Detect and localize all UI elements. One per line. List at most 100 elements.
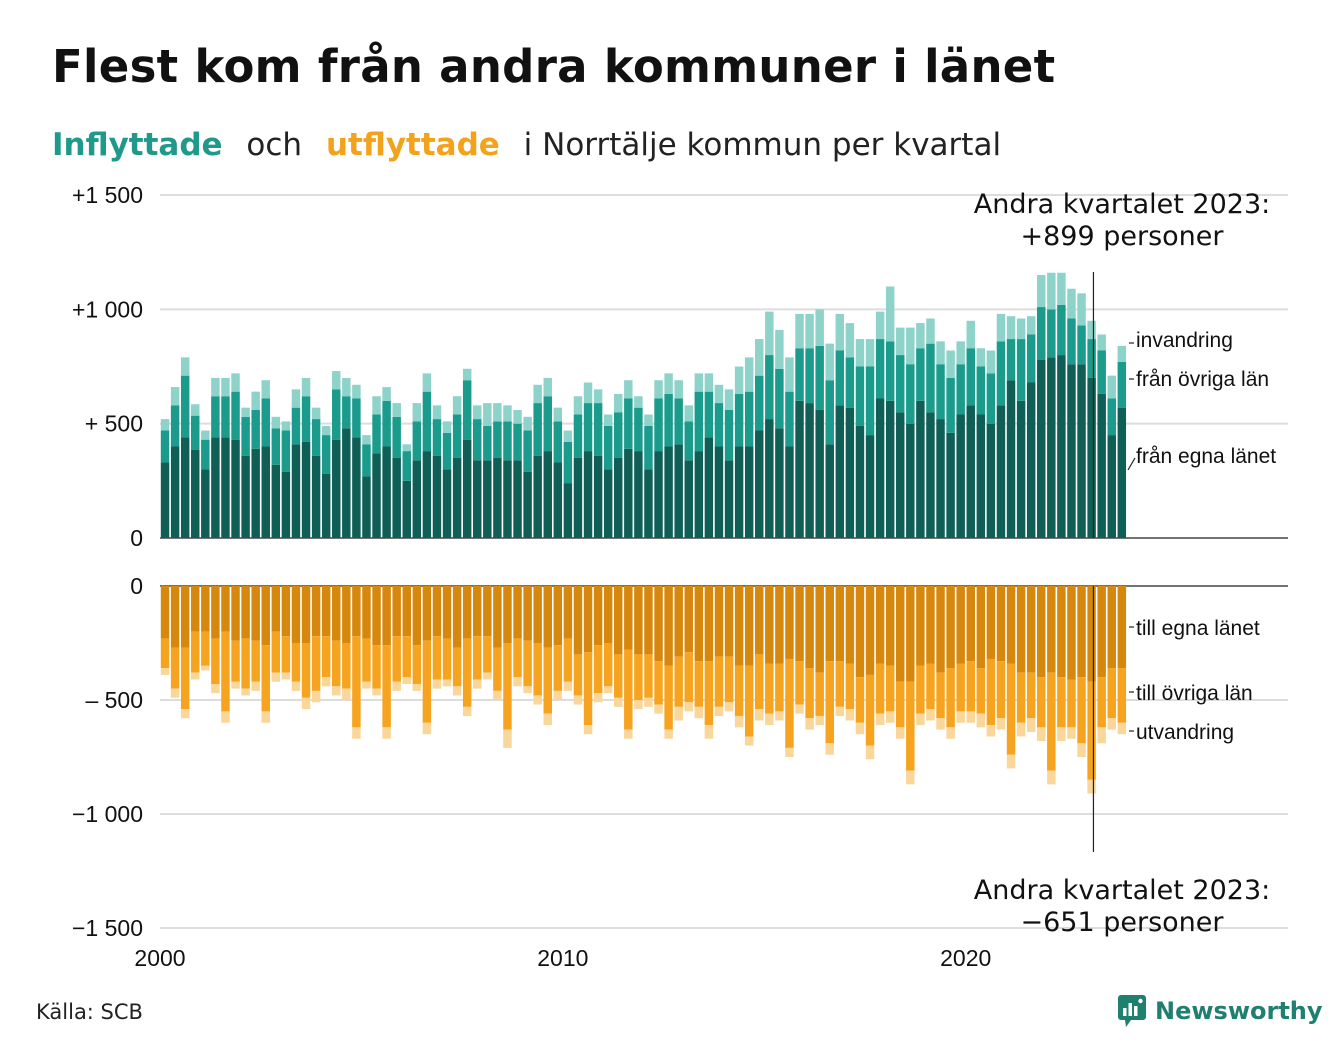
in-bar-från-egna-länet xyxy=(956,414,965,538)
in-bar-invandring xyxy=(724,389,734,410)
in-bar-invandring xyxy=(664,373,673,394)
in-bar-invandring xyxy=(191,404,200,416)
out-bar-till-egna-länet xyxy=(281,586,291,637)
in-bar-invandring xyxy=(865,339,875,367)
out-bar-till-övriga-län xyxy=(573,654,583,696)
out-bar-till-övriga-län xyxy=(644,654,653,698)
in-bar-från-egna-länet xyxy=(1097,393,1106,538)
out-bar-utvandring xyxy=(896,727,905,739)
out-bar-till-egna-länet xyxy=(160,586,170,639)
out-bar-utvandring xyxy=(442,679,452,687)
out-bar-utvandring xyxy=(201,665,210,671)
in-bar-från-övriga-län xyxy=(513,423,522,461)
in-bar-invandring xyxy=(1077,293,1086,326)
chart-title: Flest kom från andra kommuner i länet xyxy=(52,40,1056,93)
in-bar-invandring xyxy=(855,339,865,367)
in-bar-invandring xyxy=(573,396,583,415)
out-bar-till-övriga-län xyxy=(271,631,281,673)
in-bar-invandring xyxy=(1097,334,1106,351)
out-bar-till-egna-länet xyxy=(946,586,955,669)
out-bar-utvandring xyxy=(614,697,623,707)
in-bar-invandring xyxy=(452,396,462,415)
in-bar-invandring xyxy=(563,430,573,442)
out-bar-till-övriga-län xyxy=(191,631,200,673)
in-bar-invandring xyxy=(1117,345,1127,362)
in-bar-från-övriga-län xyxy=(221,396,230,438)
in-bar-från-övriga-län xyxy=(593,403,603,456)
out-bar-till-övriga-län xyxy=(483,636,492,673)
out-bar-utvandring xyxy=(654,704,663,714)
in-bar-från-egna-länet xyxy=(704,437,714,538)
in-bar-invandring xyxy=(785,357,794,392)
out-bar-utvandring xyxy=(926,709,935,721)
out-bar-till-övriga-län xyxy=(362,638,371,682)
out-bar-till-övriga-län xyxy=(432,636,442,680)
out-bar-till-övriga-län xyxy=(442,638,452,680)
out-bar-utvandring xyxy=(755,709,764,721)
in-bar-från-övriga-län xyxy=(936,364,945,420)
latest-out-line2: −651 personer xyxy=(1020,907,1224,938)
in-bar-från-övriga-län xyxy=(553,421,563,463)
out-bar-till-övriga-län xyxy=(1107,668,1116,719)
in-bar-invandring xyxy=(513,409,522,424)
out-bar-till-övriga-län xyxy=(392,636,401,682)
in-bar-från-egna-länet xyxy=(714,446,724,538)
out-bar-utvandring xyxy=(412,684,422,691)
out-ytick-label: −1 000 xyxy=(72,801,143,827)
in-bar-invandring xyxy=(654,380,663,399)
in-bar-från-egna-länet xyxy=(473,460,482,538)
out-bar-utvandring xyxy=(644,697,653,707)
in-bar-från-egna-länet xyxy=(160,462,170,538)
in-bar-från-egna-länet xyxy=(392,457,401,538)
in-bar-från-egna-länet xyxy=(795,400,804,538)
out-bar-utvandring xyxy=(291,681,301,691)
out-bar-till-övriga-län xyxy=(755,654,764,710)
in-bar-från-övriga-län xyxy=(462,380,472,440)
out-bar-till-egna-länet xyxy=(1016,586,1026,673)
out-bar-utvandring xyxy=(180,709,190,719)
in-bar-från-övriga-län xyxy=(180,375,190,438)
in-bar-från-övriga-län xyxy=(603,425,613,470)
in-bar-från-övriga-län xyxy=(332,389,341,440)
out-bar-till-övriga-län xyxy=(493,647,502,691)
in-bar-invandring xyxy=(684,405,693,422)
out-bar-utvandring xyxy=(976,713,986,728)
out-bar-till-övriga-län xyxy=(966,661,975,712)
in-bar-från-övriga-län xyxy=(956,364,965,415)
out-bar-utvandring xyxy=(573,695,583,705)
out-bar-till-egna-länet xyxy=(1117,586,1127,669)
out-bar-till-övriga-län xyxy=(382,645,391,728)
in-bar-från-övriga-län xyxy=(422,391,432,452)
out-bar-till-övriga-län xyxy=(1006,663,1016,755)
out-bar-till-egna-länet xyxy=(473,586,482,637)
out-bar-utvandring xyxy=(321,677,331,687)
in-bar-invandring xyxy=(321,425,331,436)
in-bar-från-övriga-län xyxy=(1037,307,1046,360)
in-bar-från-övriga-län xyxy=(523,430,532,472)
in-bar-från-övriga-län xyxy=(1107,398,1116,436)
latest-out-line1: Andra kvartalet 2023: xyxy=(974,875,1270,906)
out-bar-utvandring xyxy=(825,743,834,755)
out-bar-till-egna-länet xyxy=(261,586,270,646)
in-bar-från-egna-länet xyxy=(1057,355,1066,538)
out-bar-till-övriga-län xyxy=(825,661,834,744)
in-bar-invandring xyxy=(916,323,925,349)
in-bar-från-egna-länet xyxy=(442,469,452,538)
out-bar-till-egna-länet xyxy=(362,586,371,639)
out-bar-utvandring xyxy=(1097,727,1106,744)
out-bar-till-egna-länet xyxy=(785,586,794,659)
out-bar-till-egna-länet xyxy=(976,586,986,669)
label-fran-egna-connector xyxy=(1127,457,1136,471)
out-bar-till-egna-länet xyxy=(724,586,734,657)
in-bar-invandring xyxy=(734,366,744,394)
in-bar-invandring xyxy=(704,373,714,392)
in-bar-invandring xyxy=(996,313,1006,342)
out-bar-utvandring xyxy=(372,688,381,696)
in-bar-invandring xyxy=(815,309,824,346)
in-ytick-label: 0 xyxy=(130,525,143,551)
in-bar-från-övriga-län xyxy=(1057,304,1066,356)
in-bar-från-övriga-län xyxy=(473,419,482,461)
out-bar-till-egna-länet xyxy=(996,586,1006,662)
in-bar-invandring xyxy=(593,389,603,404)
out-bar-utvandring xyxy=(170,688,180,698)
